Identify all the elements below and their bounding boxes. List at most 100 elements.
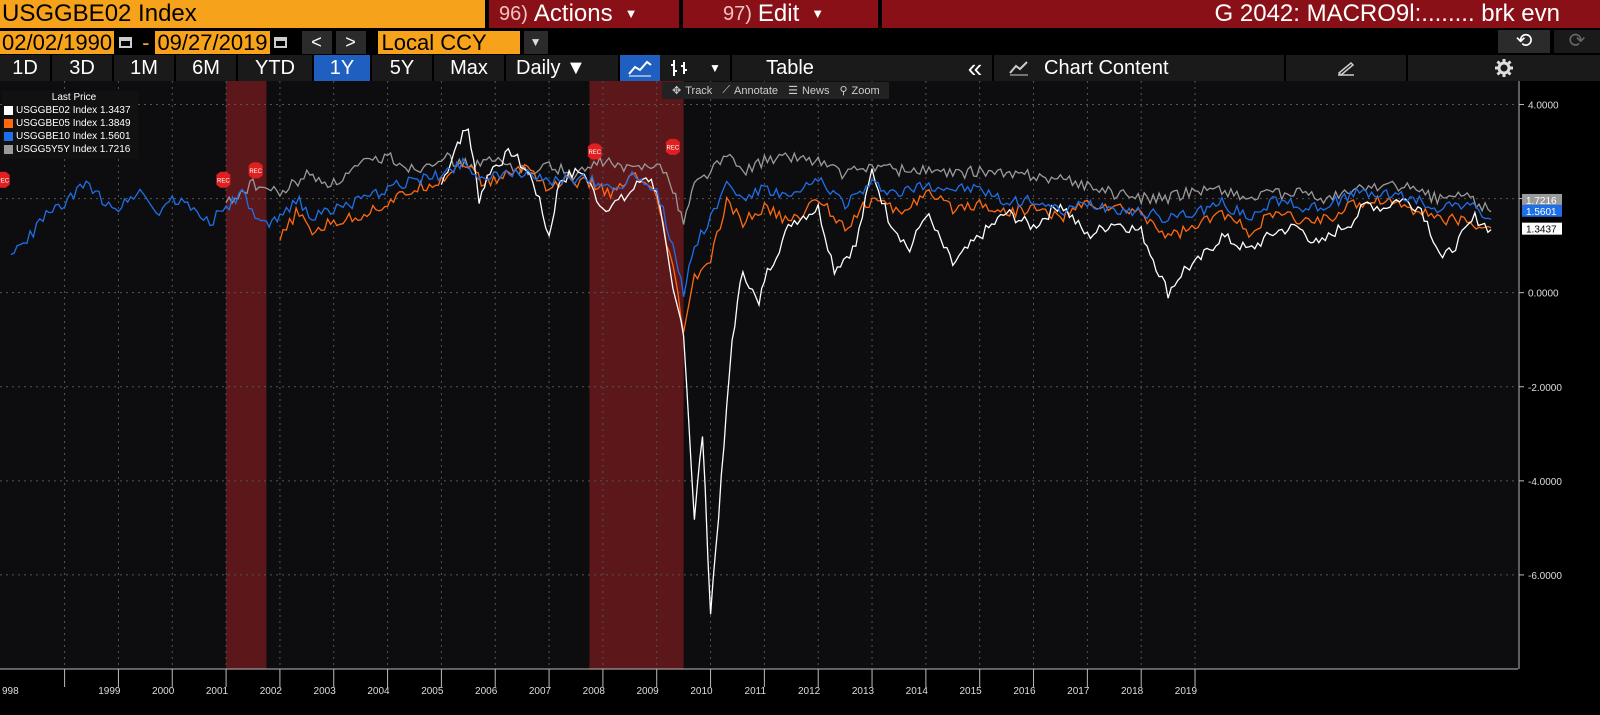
chart-content-button[interactable]: Chart Content (1044, 57, 1169, 79)
annotate-button[interactable]: Annotate (734, 84, 779, 97)
gear-icon[interactable] (1408, 55, 1600, 81)
security-title: G 2042: MACRO9l:........ brk evn (882, 0, 1600, 28)
table-button[interactable]: Table (766, 57, 814, 79)
range-1m[interactable]: 1M (130, 57, 158, 79)
recession-marker-label: REC (249, 169, 262, 175)
series-line (225, 151, 1492, 225)
zoom-icon: ⚲ (839, 85, 848, 97)
title-bar: USGGBE02 Index 96) Actions ▼ 97) Edit ▼ … (0, 0, 1600, 28)
range-5y[interactable]: 5Y (389, 57, 415, 79)
track-icon: ✥ (672, 85, 682, 97)
x-tick-label: 2007 (529, 686, 552, 697)
legend-value: 1.3849 (99, 118, 131, 129)
legend-swatch (4, 119, 13, 128)
x-tick-label: 2014 (906, 686, 929, 697)
x-tick-label: 2019 (1175, 686, 1198, 697)
end-date-input[interactable]: 09/27/2019 (155, 30, 270, 55)
legend-label: USGGBE02 Index (16, 105, 98, 116)
line-chart-icon[interactable] (620, 55, 660, 81)
collapse-icon[interactable]: « (967, 53, 983, 83)
x-tick-label: 2016 (1013, 686, 1036, 697)
x-tick-label: 2008 (583, 686, 606, 697)
x-tick-label: 2012 (798, 686, 821, 697)
date-toolbar: 02/02/1990 - 09/27/2019 < > Local CCY ▼ … (0, 30, 1600, 55)
series-line (279, 162, 1492, 333)
ticker-field[interactable]: USGGBE02 Index (0, 0, 485, 28)
recession-marker-label: REC (0, 178, 10, 184)
legend-item[interactable]: USGGBE02 Index 1.3437 (2, 104, 138, 117)
chart-background (0, 81, 1600, 715)
y-tick-label: 0.0000 (1528, 289, 1559, 300)
currency-select[interactable]: Local CCY (377, 31, 520, 54)
last-value-tag (1522, 222, 1562, 235)
legend-item[interactable]: USGGBE05 Index 1.3849 (2, 117, 138, 130)
x-tick-label: 2002 (260, 686, 283, 697)
x-tick-label: 2017 (1067, 686, 1090, 697)
range-3d[interactable]: 3D (69, 57, 95, 79)
x-axis: 998 1999 2000 2001 2002 2003 2004 2005 2006 2007 2… (0, 668, 1600, 715)
date-separator: - (142, 29, 150, 55)
legend-swatch (4, 106, 13, 115)
x-tick-label: 2013 (852, 686, 875, 697)
chart-grid (0, 81, 1518, 669)
recession-marker (665, 138, 680, 155)
x-tick-label: 2011 (745, 686, 767, 697)
last-value-text: 1.3437 (1526, 225, 1557, 236)
frequency-select[interactable]: Daily ▼ (516, 57, 586, 79)
y-tick-label: 4.0000 (1528, 101, 1559, 112)
start-date-input[interactable]: 02/02/1990 (0, 30, 115, 55)
x-tick-label: 2005 (421, 686, 444, 697)
calendar-icon[interactable] (114, 31, 136, 54)
range-max[interactable]: Max (450, 57, 488, 79)
redo-icon[interactable]: ⟳ (1554, 30, 1600, 53)
range-1d[interactable]: 1D (12, 57, 38, 79)
zoom-button[interactable]: Zoom (851, 84, 880, 97)
range-6m[interactable]: 6M (192, 57, 220, 79)
actions-menu[interactable]: 96) Actions ▼ (489, 0, 679, 28)
undo-icon[interactable]: ⟲ (1498, 30, 1550, 53)
x-tick-label: 998 (2, 686, 19, 697)
x-axis-background (0, 669, 1600, 715)
recession-bands (226, 81, 684, 669)
chevron-down-icon[interactable]: ▼ (523, 31, 548, 54)
chevron-down-icon: ▼ (624, 6, 638, 21)
news-button[interactable]: News (801, 84, 830, 97)
legend-swatch (4, 132, 13, 141)
legend-label: USGG5Y5Y Index (16, 144, 97, 155)
edit-label: Edit (757, 0, 800, 27)
legend-item[interactable]: USGG5Y5Y Index 1.7216 (2, 143, 138, 156)
prev-period-button[interactable]: < (301, 31, 332, 54)
y-tick-label: -4.0000 (1528, 477, 1562, 488)
series-line (440, 128, 1492, 615)
last-value-text: 1.7216 (1526, 196, 1557, 207)
chevron-down-icon[interactable]: ▼ (709, 61, 721, 75)
edit-menu[interactable]: 97) Edit ▼ (683, 0, 878, 28)
news-icon: ☰ (788, 85, 798, 97)
line-chart[interactable]: REC REC REC REC REC 4.00002.00000.0000-2.000… (0, 81, 1600, 715)
legend-item[interactable]: USGGBE10 Index 1.5601 (2, 130, 138, 143)
legend-label: USGGBE05 Index (16, 118, 98, 129)
range-1y[interactable]: 1Y (314, 55, 370, 81)
recession-marker-label: REC (667, 145, 680, 151)
chevron-down-icon: ▼ (811, 6, 825, 21)
recession-marker-label: REC (588, 150, 601, 156)
bar-chart-icon[interactable] (660, 55, 700, 81)
edit-pen-icon[interactable] (1286, 55, 1406, 81)
calendar-icon[interactable] (270, 31, 292, 54)
legend-value: 1.3437 (99, 105, 131, 116)
last-value-tag (1522, 193, 1562, 206)
x-tick-label: 2009 (637, 686, 660, 697)
legend-label: USGGBE10 Index (16, 131, 98, 142)
range-ytd[interactable]: YTD (255, 57, 295, 79)
series-line (10, 156, 1492, 297)
recession-marker (587, 143, 602, 160)
x-tick-label: 2010 (690, 686, 713, 697)
recession-band (589, 81, 684, 669)
x-tick-label: 2003 (314, 686, 337, 697)
track-button[interactable]: Track (685, 84, 713, 97)
next-period-button[interactable]: > (335, 31, 366, 54)
recession-marker-label: REC (217, 178, 230, 184)
legend-value: 1.5601 (99, 131, 131, 142)
